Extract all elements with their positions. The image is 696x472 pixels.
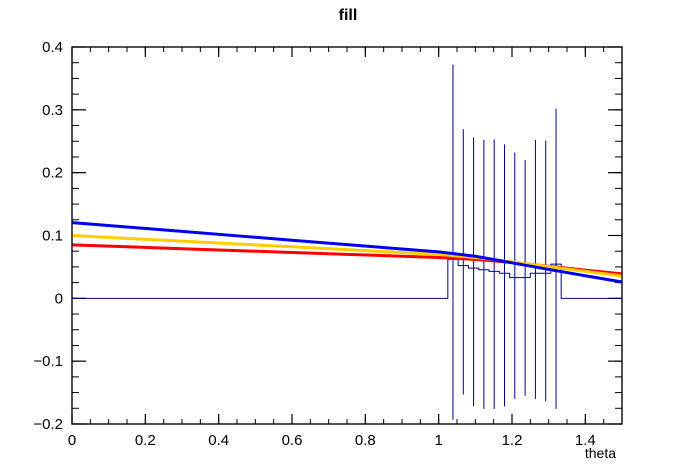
x-tick-label: 0.2 xyxy=(135,432,156,449)
histogram-outline xyxy=(72,258,622,299)
y-tick-label: 0.2 xyxy=(42,165,63,182)
y-tick-label: 0.4 xyxy=(42,39,63,56)
x-tick-label: 1.4 xyxy=(575,432,596,449)
blue-fit-line xyxy=(71,221,623,284)
y-tick-label: −0.1 xyxy=(33,353,63,370)
plot-frame-overlay xyxy=(71,46,623,425)
fit-line-series xyxy=(71,221,623,284)
x-tick-label: 0.6 xyxy=(282,432,303,449)
page-title: fill xyxy=(339,7,358,24)
x-axis-title: theta xyxy=(585,445,616,461)
x-tick-label: 0 xyxy=(68,432,76,449)
y-tick-label: 0.1 xyxy=(42,228,63,245)
histogram-error-bars xyxy=(452,64,557,420)
y-tick-label: −0.2 xyxy=(33,416,63,433)
x-tick-label: 1 xyxy=(434,432,442,449)
y-axis-tick-labels: 0.4 0.3 0.2 0.1 0 −0.1 −0.2 xyxy=(33,39,63,433)
x-tick-label: 0.4 xyxy=(208,432,229,449)
x-tick-label: 0.8 xyxy=(355,432,376,449)
y-tick-label: 0.3 xyxy=(42,102,63,119)
x-tick-label: 1.2 xyxy=(502,432,523,449)
data-histogram xyxy=(72,258,622,299)
y-tick-label: 0 xyxy=(55,290,63,307)
x-axis-tick-labels: 0 0.2 0.4 0.6 0.8 1 1.2 1.4 xyxy=(68,432,596,449)
yellow-fit-line xyxy=(71,234,623,278)
